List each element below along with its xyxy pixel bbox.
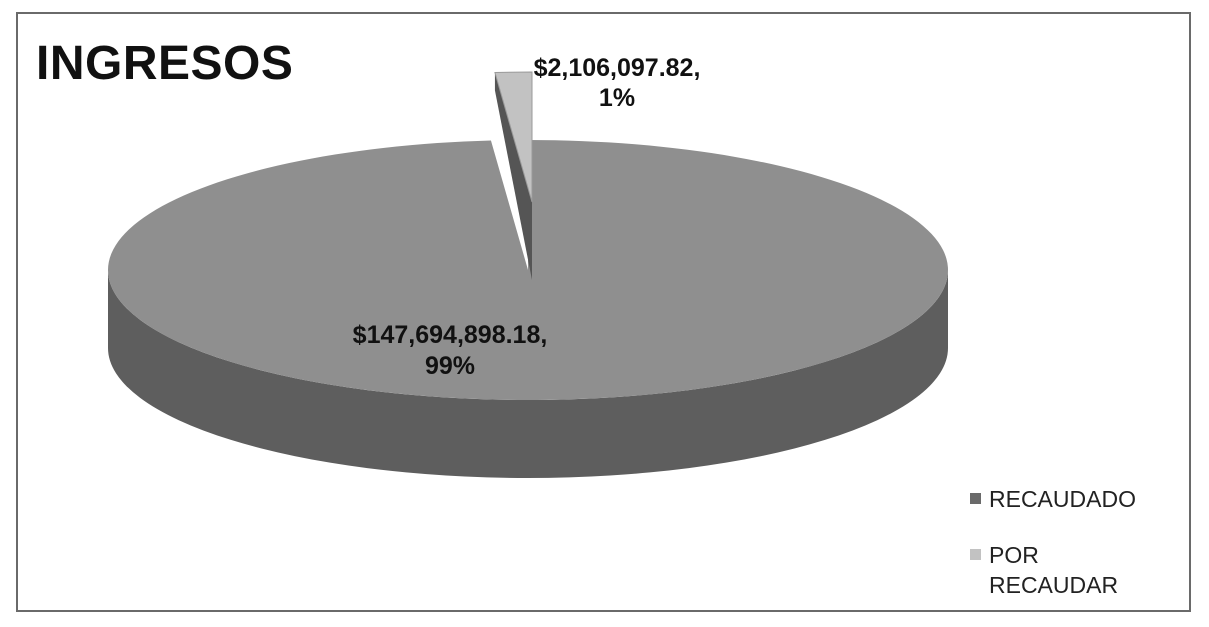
data-label-por-recaudar-percent: 1% — [599, 84, 635, 112]
pie-slice-por-recaudar-side — [494, 72, 532, 280]
pie-slice-recaudado[interactable] — [107, 140, 948, 401]
legend-swatch-por-recaudar — [970, 549, 981, 560]
chart-title: INGRESOS — [36, 37, 294, 90]
legend-swatch-recaudado — [970, 493, 981, 504]
data-label-recaudado-value: $147,694,898.18, — [353, 321, 548, 349]
legend-item-por-recaudar[interactable]: POR RECAUDAR — [970, 540, 1169, 600]
legend-item-recaudado[interactable]: RECAUDADO — [970, 484, 1169, 514]
legend: RECAUDADO POR RECAUDAR — [970, 484, 1169, 626]
data-label-recaudado-percent: 99% — [425, 352, 475, 380]
pie-slice-por-recaudar[interactable] — [494, 71, 533, 203]
pie-slice-recaudado-side — [108, 270, 948, 478]
legend-label-por-recaudar: POR RECAUDAR — [989, 542, 1119, 598]
legend-label-recaudado: RECAUDADO — [989, 486, 1136, 512]
data-label-por-recaudar-value: $2,106,097.82, — [534, 54, 701, 82]
